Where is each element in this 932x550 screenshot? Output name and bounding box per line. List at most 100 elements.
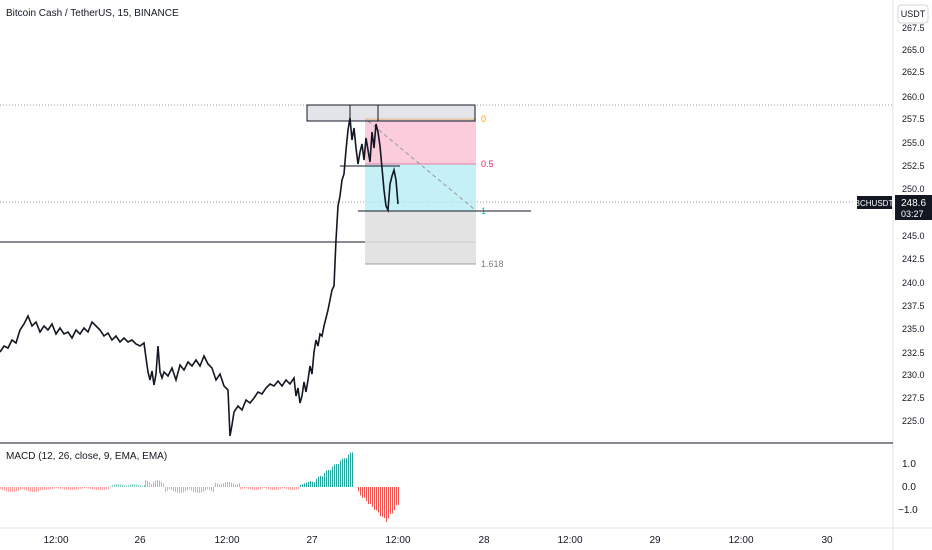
macd-bar xyxy=(246,487,247,489)
price-tick: 260.0 xyxy=(902,92,925,102)
macd-bar xyxy=(175,487,176,493)
macd-bar xyxy=(360,487,361,496)
macd-bar xyxy=(233,483,234,487)
macd-bar xyxy=(134,484,135,487)
macd-bar xyxy=(258,487,259,490)
macd-bar xyxy=(390,487,391,515)
currency-label: USDT xyxy=(901,9,926,19)
fib-level-05: 0.5 xyxy=(481,159,494,169)
price-tick: 252.5 xyxy=(902,161,925,171)
symbol-title[interactable]: Bitcoin Cash / TetherUS, 15, BINANCE xyxy=(6,8,179,19)
macd-bar xyxy=(286,487,287,490)
macd-bar xyxy=(278,487,279,490)
macd-bar xyxy=(70,487,71,490)
macd-bar xyxy=(300,485,301,487)
macd-bar xyxy=(358,487,359,492)
macd-bar xyxy=(332,466,333,487)
macd-bar xyxy=(213,487,214,493)
macd-bar xyxy=(227,482,228,487)
macd-bar xyxy=(76,487,77,490)
macd-bar xyxy=(104,487,105,490)
currency-button[interactable]: USDT xyxy=(897,4,929,24)
macd-bar xyxy=(336,464,337,487)
macd-bar xyxy=(68,487,69,490)
macd-bar xyxy=(221,484,222,487)
macd-bar xyxy=(114,484,115,487)
macd-bar xyxy=(32,487,33,492)
macd-bar xyxy=(195,487,196,493)
macd-axis[interactable]: 1.0 0.0 −1.0 xyxy=(898,459,918,516)
macd-bar xyxy=(98,487,99,490)
macd-bar xyxy=(326,470,327,487)
macd-bar xyxy=(36,487,37,492)
macd-bar xyxy=(256,487,257,490)
macd-bar xyxy=(86,487,87,489)
macd-bar xyxy=(130,484,131,487)
macd-tick-pos: 1.0 xyxy=(902,459,916,470)
macd-bar xyxy=(6,487,7,492)
macd-histogram xyxy=(0,452,399,522)
macd-bar xyxy=(324,472,325,487)
macd-bar xyxy=(88,487,89,489)
macd-bar xyxy=(34,487,35,492)
macd-bar xyxy=(153,481,154,487)
macd-bar xyxy=(219,484,220,487)
macd-bar xyxy=(116,484,117,487)
macd-bar xyxy=(262,487,263,489)
macd-bar xyxy=(328,469,329,487)
macd-bar xyxy=(197,487,198,493)
macd-bar xyxy=(288,487,289,490)
macd-bar xyxy=(306,482,307,487)
macd-title[interactable]: MACD (12, 26, close, 9, EMA, EMA) xyxy=(6,451,167,462)
macd-bar xyxy=(314,482,315,487)
last-price-badge: 248.6 03:27 xyxy=(895,195,932,220)
macd-bar xyxy=(223,483,224,487)
price-tick: 245.0 xyxy=(902,231,925,241)
macd-bar xyxy=(237,484,238,487)
macd-bar xyxy=(90,487,91,490)
time-tick: 29 xyxy=(649,535,661,546)
macd-bar xyxy=(149,482,150,487)
macd-bar xyxy=(92,487,93,490)
macd-bar xyxy=(312,481,313,487)
macd-bar xyxy=(80,487,81,490)
macd-bar xyxy=(24,487,25,490)
macd-bar xyxy=(126,485,127,487)
macd-bar xyxy=(352,452,353,487)
macd-bar xyxy=(310,481,311,487)
macd-bar xyxy=(334,464,335,487)
macd-bar xyxy=(201,487,202,493)
macd-bar xyxy=(344,458,345,487)
macd-bar xyxy=(167,487,168,491)
fib-retracement[interactable]: 0 0.5 1 1.618 xyxy=(365,114,504,269)
time-tick: 26 xyxy=(134,535,146,546)
macd-bar xyxy=(20,487,21,490)
price-axis[interactable]: 267.5 265.0 262.5 260.0 257.5 255.0 252.5 250.0… xyxy=(902,23,925,426)
macd-bar xyxy=(108,487,109,490)
time-tick: 30 xyxy=(821,535,833,546)
time-tick: 27 xyxy=(306,535,318,546)
fib-level-1618: 1.618 xyxy=(481,259,504,269)
macd-bar xyxy=(372,487,373,507)
macd-bar xyxy=(386,487,387,522)
macd-bar xyxy=(330,470,331,487)
macd-bar xyxy=(147,480,148,487)
zone-rectangle[interactable] xyxy=(306,104,476,122)
macd-bar xyxy=(22,487,23,490)
macd-bar xyxy=(179,487,180,493)
time-axis[interactable]: 12:00 26 12:00 27 12:00 28 12:00 29 12:00 30 xyxy=(43,535,833,546)
macd-bar xyxy=(16,487,17,492)
macd-bar xyxy=(199,487,200,493)
macd-bar xyxy=(276,487,277,490)
price-tick: 232.5 xyxy=(902,348,925,358)
macd-bar xyxy=(106,487,107,490)
price-tick: 267.5 xyxy=(902,23,925,33)
time-tick: 12:00 xyxy=(728,535,753,546)
macd-bar xyxy=(82,487,83,489)
price-tick: 250.0 xyxy=(902,184,925,194)
macd-bar xyxy=(364,487,365,498)
macd-bar xyxy=(211,487,212,492)
macd-bar xyxy=(268,487,269,490)
macd-bar xyxy=(294,487,295,490)
